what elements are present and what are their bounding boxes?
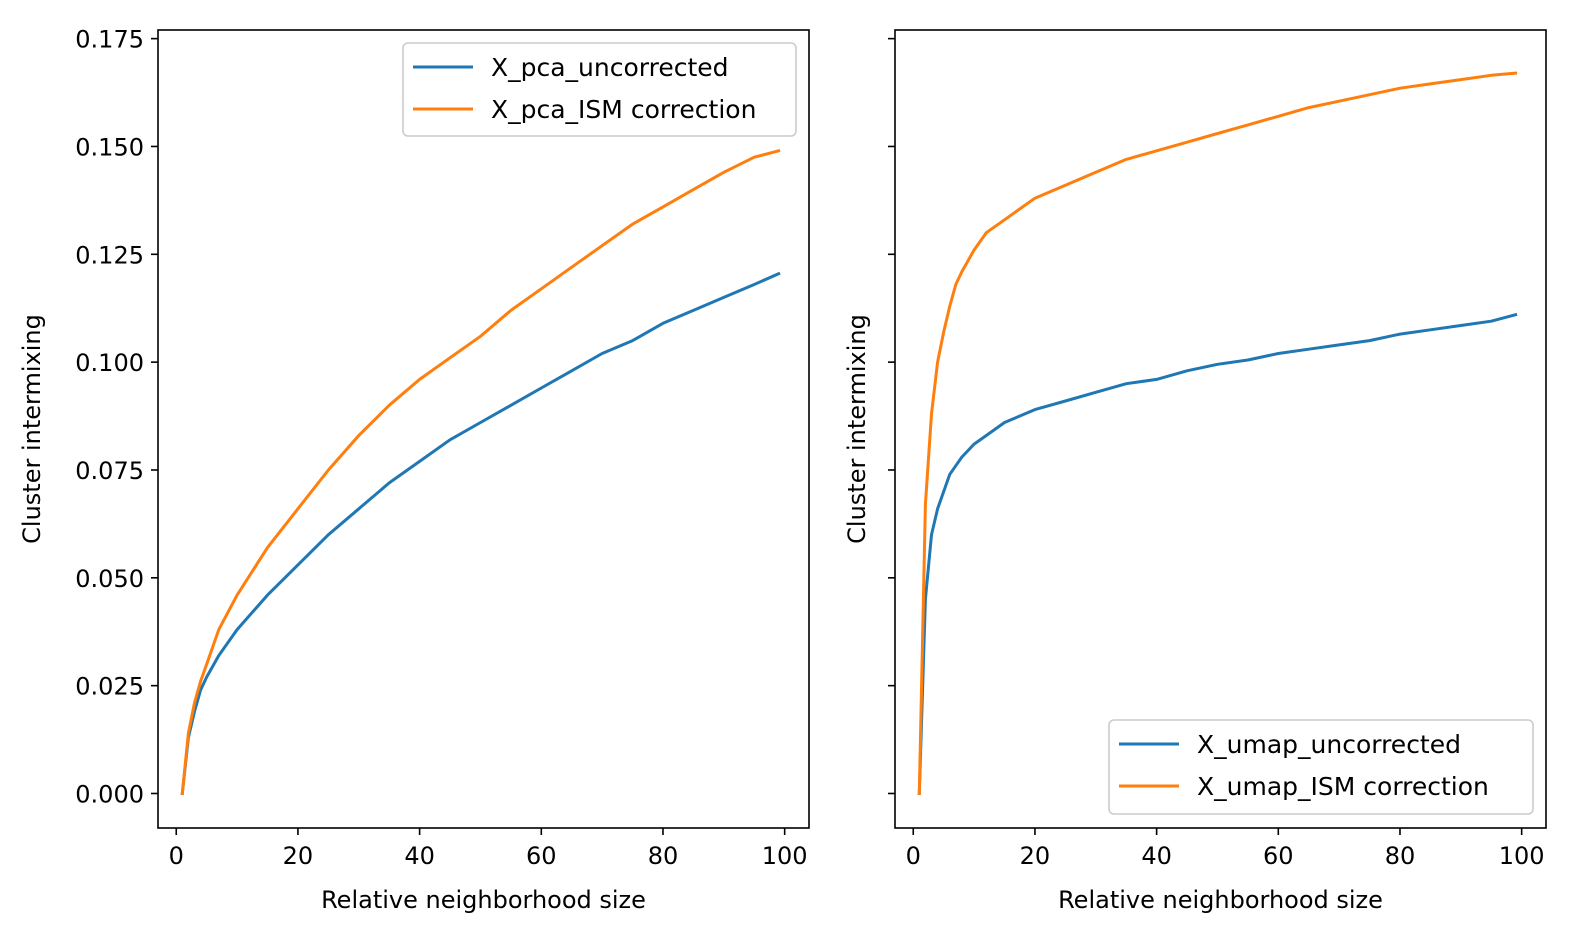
legend-label: X_pca_uncorrected bbox=[491, 53, 729, 82]
x-tick-label: 20 bbox=[283, 842, 314, 870]
y-tick-label: 0.125 bbox=[75, 241, 144, 269]
y-tick-label: 0.050 bbox=[75, 565, 144, 593]
plot-frame bbox=[894, 29, 1547, 829]
right-chart-panel: 0 20 40 60 80 100 Relative neighborhood size Cl… bbox=[843, 29, 1547, 914]
series-line bbox=[917, 312, 1518, 796]
x-tick-label: 100 bbox=[1499, 842, 1545, 870]
series-line bbox=[917, 71, 1518, 796]
series-line bbox=[180, 271, 781, 796]
x-tick-label: 100 bbox=[762, 842, 808, 870]
x-tick-label: 40 bbox=[1141, 842, 1172, 870]
legend-box bbox=[402, 42, 797, 137]
legend-label: X_umap_ISM correction bbox=[1197, 772, 1489, 801]
x-axis-label: Relative neighborhood size bbox=[321, 886, 646, 914]
legend-box bbox=[1108, 719, 1534, 815]
y-tick-label: 0.025 bbox=[75, 673, 144, 701]
plot-frame bbox=[157, 29, 810, 829]
legend-label: X_pca_ISM correction bbox=[491, 95, 756, 124]
x-tick-label: 0 bbox=[169, 842, 184, 870]
x-axis-label: Relative neighborhood size bbox=[1058, 886, 1383, 914]
series-line bbox=[180, 148, 781, 796]
y-axis-label: Cluster intermixing bbox=[843, 314, 871, 544]
left-chart-panel: 0 20 40 60 80 100 0.000 0.025 0.050 0.075 0.100 0.1… bbox=[18, 26, 810, 914]
x-tick-label: 40 bbox=[404, 842, 435, 870]
legend-label: X_umap_uncorrected bbox=[1197, 730, 1461, 759]
y-tick-label: 0.100 bbox=[75, 349, 144, 377]
y-tick-label: 0.075 bbox=[75, 457, 144, 485]
x-tick-label: 60 bbox=[526, 842, 557, 870]
legend: X_umap_uncorrected X_umap_ISM correction bbox=[1108, 719, 1534, 815]
x-tick-label: 60 bbox=[1263, 842, 1294, 870]
y-tick-label: 0.000 bbox=[75, 780, 144, 808]
y-tick-label: 0.175 bbox=[75, 26, 144, 54]
x-tick-label: 80 bbox=[1385, 842, 1416, 870]
y-tick-label: 0.150 bbox=[75, 133, 144, 161]
x-tick-label: 20 bbox=[1020, 842, 1051, 870]
x-tick-label: 0 bbox=[906, 842, 921, 870]
y-axis-label: Cluster intermixing bbox=[18, 314, 46, 544]
x-tick-label: 80 bbox=[648, 842, 679, 870]
legend: X_pca_uncorrected X_pca_ISM correction bbox=[402, 42, 797, 137]
